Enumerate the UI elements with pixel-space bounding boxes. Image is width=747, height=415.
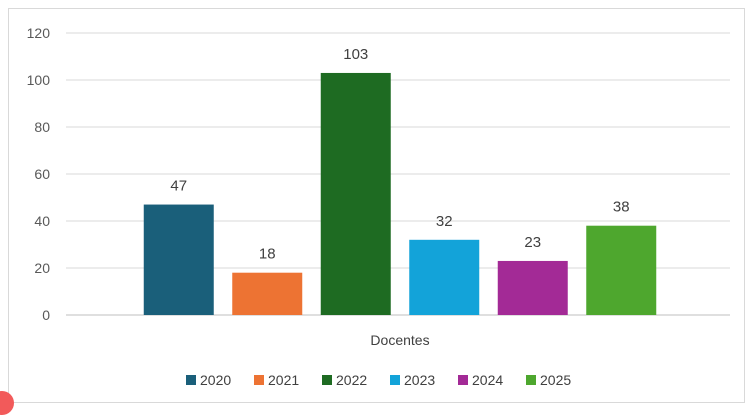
legend-label-2022: 2022 xyxy=(336,372,367,388)
y-tick-label-80: 80 xyxy=(34,119,50,135)
bars xyxy=(143,72,657,315)
legend-swatch-2024 xyxy=(458,375,468,385)
legend-label-2023: 2023 xyxy=(404,372,435,388)
legend-swatch-2021 xyxy=(254,375,264,385)
legend-label-2025: 2025 xyxy=(540,372,571,388)
y-tick-label-60: 60 xyxy=(34,166,50,182)
bar-2025 xyxy=(586,225,657,315)
legend-swatch-2025 xyxy=(526,375,536,385)
legend-item-2025: 2025 xyxy=(526,372,571,388)
legend-swatch-2023 xyxy=(390,375,400,385)
bar-2022 xyxy=(320,72,391,315)
legend-label-2021: 2021 xyxy=(268,372,299,388)
y-tick-label-40: 40 xyxy=(34,213,50,229)
y-tick-label-100: 100 xyxy=(27,72,51,88)
legend-swatch-2022 xyxy=(322,375,332,385)
legend-swatch-2020 xyxy=(186,375,196,385)
bar-2023 xyxy=(409,239,480,315)
legend-label-2024: 2024 xyxy=(472,372,503,388)
data-labels: 47 18 103 32 23 38 xyxy=(170,46,629,263)
legend-item-2020: 2020 xyxy=(186,372,231,388)
legend-item-2024: 2024 xyxy=(458,372,503,388)
data-label-2021: 18 xyxy=(259,246,276,263)
data-label-2022: 103 xyxy=(343,46,368,63)
legend: 2020 2021 2022 2023 2024 2025 xyxy=(186,372,571,388)
data-label-2023: 32 xyxy=(436,213,453,230)
data-label-2024: 23 xyxy=(524,234,541,251)
x-axis-categories: Docentes xyxy=(370,332,429,348)
bar-2021 xyxy=(232,272,303,315)
bar-2020 xyxy=(143,204,214,315)
bar-chart: 0 20 40 60 80 100 120 47 18 103 32 23 38 Docentes 2… xyxy=(27,25,730,388)
x-category-label: Docentes xyxy=(370,332,429,348)
legend-item-2023: 2023 xyxy=(390,372,435,388)
bar-2024 xyxy=(497,260,568,315)
legend-label-2020: 2020 xyxy=(200,372,231,388)
data-label-2020: 47 xyxy=(170,178,187,195)
y-tick-label-0: 0 xyxy=(42,307,50,323)
y-tick-label-20: 20 xyxy=(34,260,50,276)
data-label-2025: 38 xyxy=(613,199,630,216)
legend-item-2021: 2021 xyxy=(254,372,299,388)
legend-item-2022: 2022 xyxy=(322,372,367,388)
y-axis-ticks: 0 20 40 60 80 100 120 xyxy=(27,25,51,323)
y-tick-label-120: 120 xyxy=(27,25,51,41)
